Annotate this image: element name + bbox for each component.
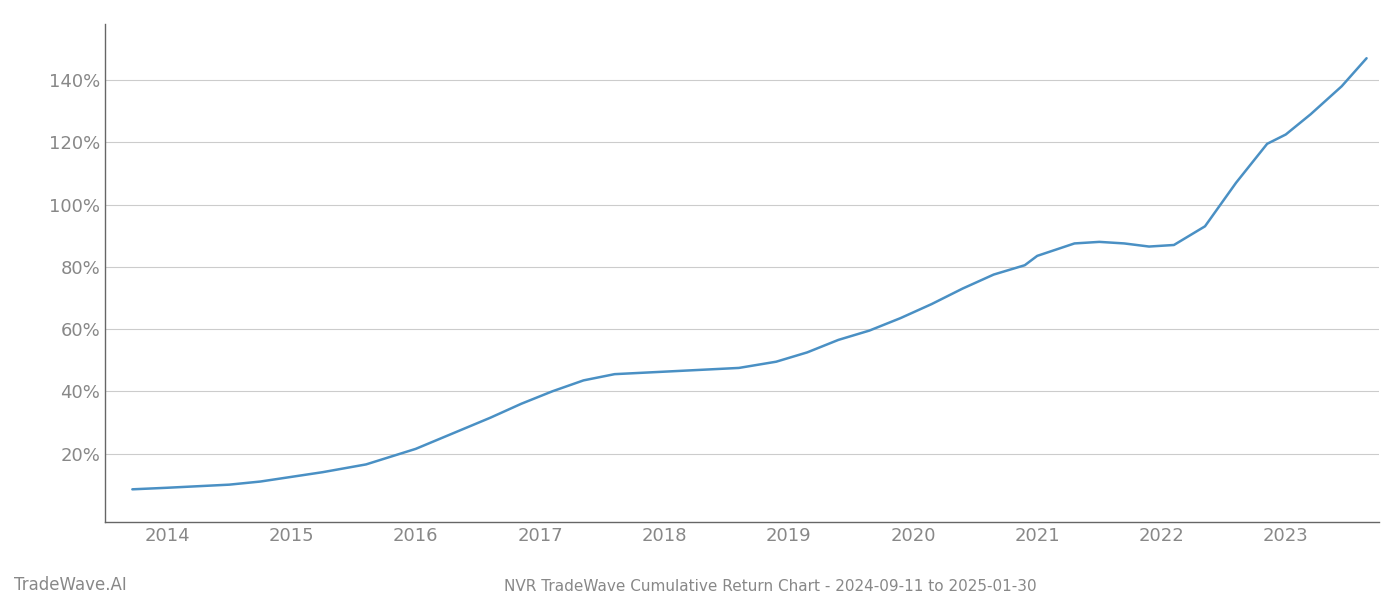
Text: NVR TradeWave Cumulative Return Chart - 2024-09-11 to 2025-01-30: NVR TradeWave Cumulative Return Chart - … (504, 579, 1036, 594)
Text: TradeWave.AI: TradeWave.AI (14, 576, 127, 594)
